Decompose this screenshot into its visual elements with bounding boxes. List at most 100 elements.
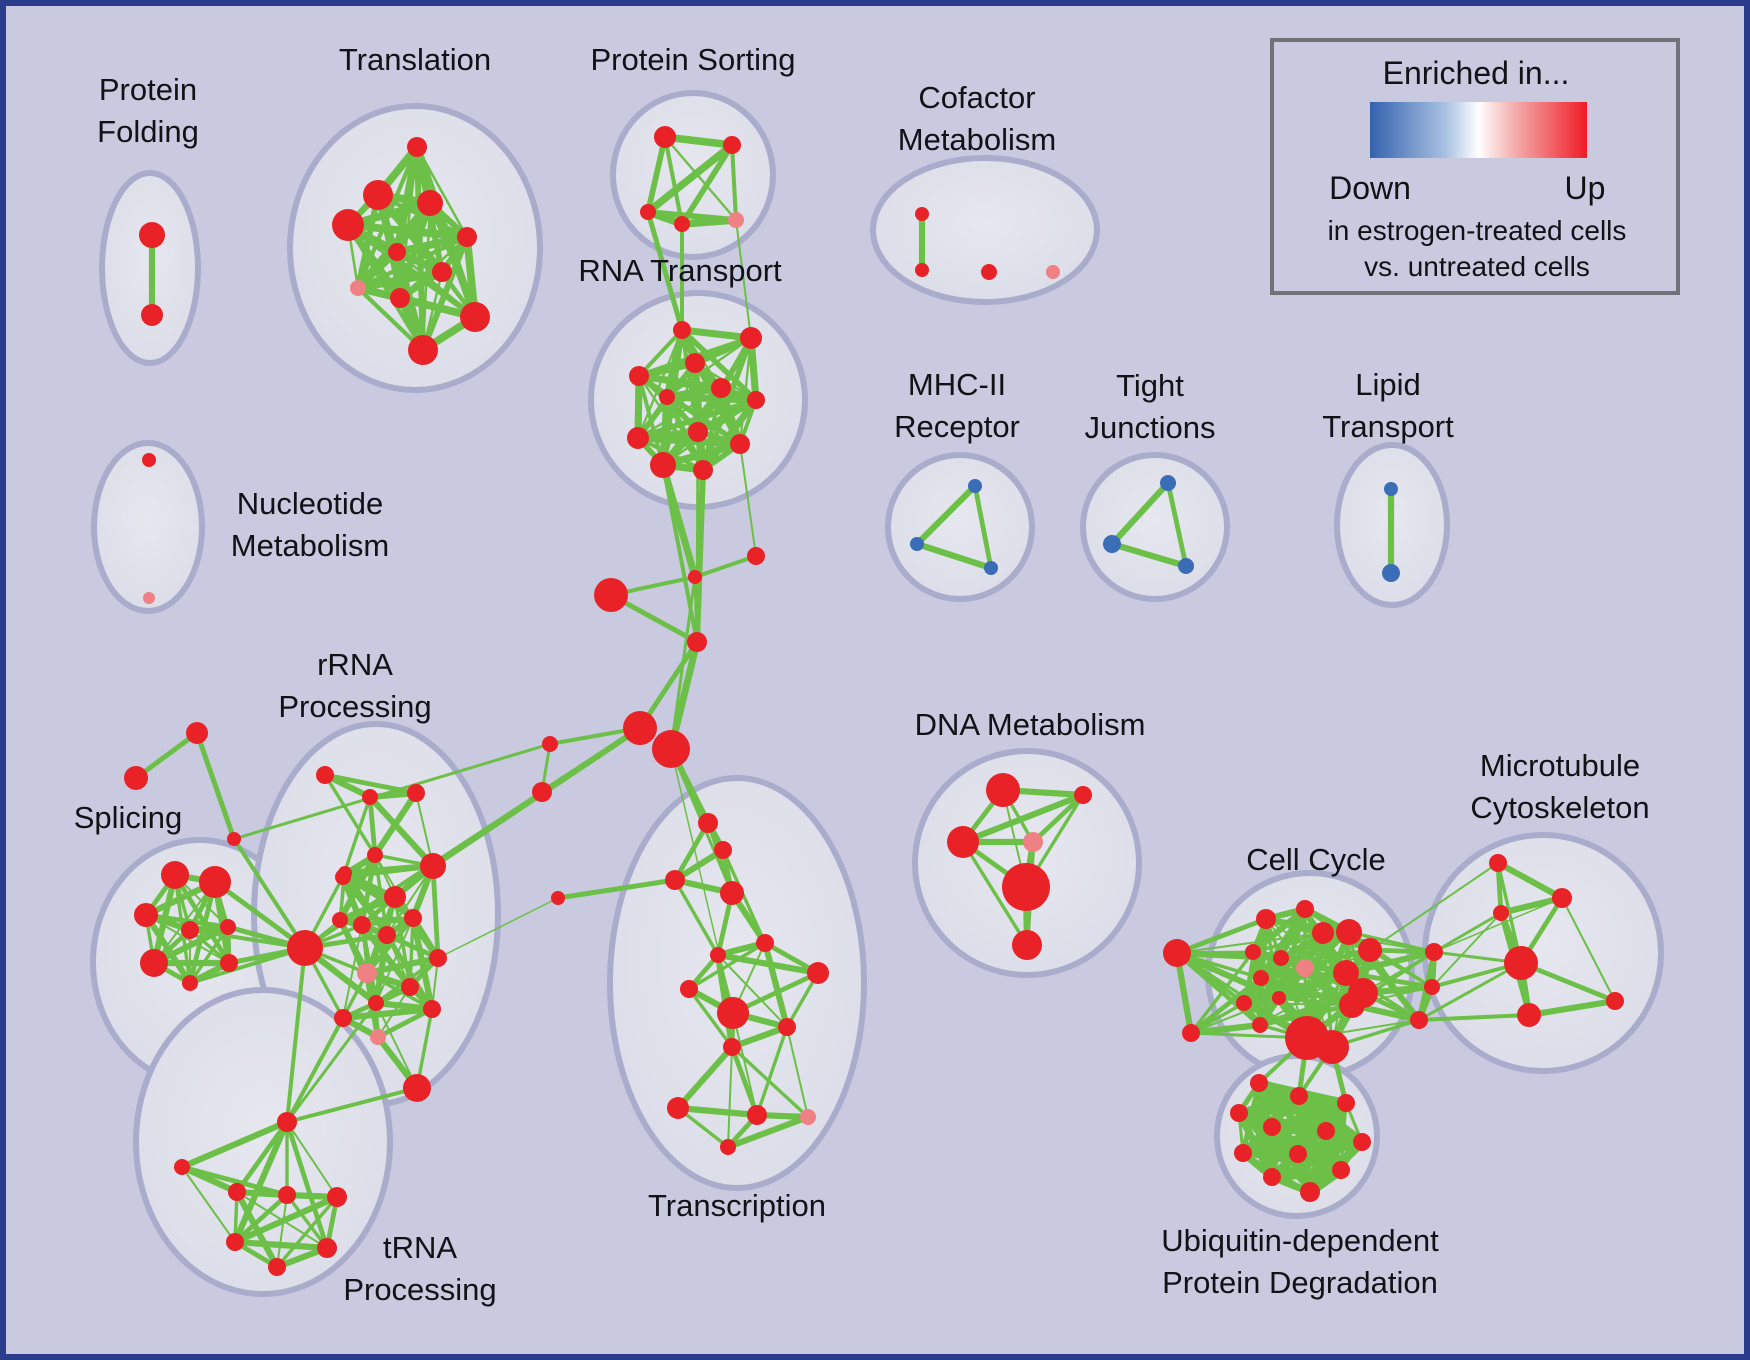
network-node <box>1337 1094 1355 1112</box>
network-node <box>717 997 749 1029</box>
network-node <box>142 453 156 467</box>
network-edge <box>730 1045 810 1119</box>
network-edge <box>1432 911 1503 954</box>
network-node <box>542 736 558 752</box>
network-edge <box>644 141 736 216</box>
cluster-label-protein-sorting: Protein Sorting <box>590 42 795 77</box>
network-node <box>278 1186 296 1204</box>
network-node <box>327 1187 347 1207</box>
network-edge <box>275 1195 339 1269</box>
network-edge <box>133 730 200 781</box>
network-edge <box>755 1025 789 1117</box>
cluster-ellipse-trna-processing <box>133 987 393 1297</box>
network-node <box>143 592 155 604</box>
network-node <box>1552 888 1572 908</box>
network-edge <box>1108 540 1190 570</box>
network-edge <box>961 840 1029 947</box>
network-node <box>654 126 676 148</box>
network-edge <box>678 326 755 342</box>
network-edge <box>437 897 559 959</box>
network-node <box>1424 979 1440 995</box>
network-node <box>667 1097 689 1119</box>
network-edge <box>285 946 307 1124</box>
network-edge <box>645 134 668 215</box>
network-node <box>981 264 997 280</box>
cluster-ellipse-tight-junctions <box>1080 452 1230 602</box>
network-node <box>747 547 765 565</box>
cluster-label-microtubule-cytoskeleton: Microtubule <box>1480 748 1640 783</box>
network-edge <box>375 1002 418 1089</box>
network-node <box>687 632 707 652</box>
network-node <box>984 561 998 575</box>
network-node <box>1332 1161 1350 1179</box>
network-edge <box>662 134 685 227</box>
network-node <box>1315 1030 1349 1064</box>
network-edge <box>665 336 753 399</box>
network-edge <box>1497 894 1566 917</box>
cluster-label-protein-folding: Folding <box>97 114 199 149</box>
cluster-label-trna-processing: Processing <box>343 1272 496 1307</box>
network-edge <box>645 209 685 333</box>
network-edge <box>232 837 307 950</box>
network-node <box>1333 960 1359 986</box>
cluster-label-protein-folding: Protein <box>99 72 197 107</box>
network-node <box>353 916 371 934</box>
network-node <box>161 861 189 889</box>
network-edge <box>395 250 477 319</box>
network-edge <box>661 133 736 149</box>
network-edge <box>687 987 734 1049</box>
network-edge <box>679 142 735 227</box>
cluster-label-rrna-processing: rRNA <box>317 647 393 682</box>
network-edge <box>659 440 744 469</box>
legend-caption-line1: in estrogen-treated cells <box>1328 215 1627 246</box>
network-node <box>134 903 158 927</box>
network-node <box>629 366 649 386</box>
legend-gradient-bar <box>1370 102 1587 158</box>
network-node <box>710 947 726 963</box>
network-edge <box>1342 948 1438 977</box>
network-node <box>1236 995 1252 1011</box>
network-node <box>693 460 713 480</box>
network-node <box>268 1258 286 1276</box>
network-edge <box>1368 948 1434 989</box>
network-node <box>723 1038 741 1056</box>
network-edge <box>724 1113 812 1151</box>
network-node <box>1256 909 1276 929</box>
network-node <box>1178 558 1194 574</box>
network-edge <box>1277 930 1351 1000</box>
network-edge <box>285 971 369 1124</box>
network-node <box>1245 944 1261 960</box>
network-node <box>1317 1122 1335 1140</box>
network-node <box>403 1074 431 1102</box>
network-edge <box>663 393 760 404</box>
network-edge <box>231 1193 341 1246</box>
network-edge <box>345 222 426 353</box>
legend-box: Enriched in... Down Up in estrogen-treat… <box>1270 38 1680 295</box>
network-node <box>141 304 163 326</box>
network-edge <box>323 773 377 857</box>
network-edge <box>913 482 979 548</box>
cluster-label-splicing: Splicing <box>74 800 183 835</box>
network-node <box>401 978 419 996</box>
network-node <box>627 427 649 449</box>
network-edge <box>341 862 437 877</box>
network-node <box>182 975 198 991</box>
network-node <box>1504 946 1538 980</box>
network-edge <box>729 142 739 223</box>
cluster-label-cell-cycle: Cell Cycle <box>1246 842 1386 877</box>
network-node <box>140 949 168 977</box>
network-node <box>332 209 364 241</box>
network-node <box>1002 863 1050 911</box>
network-edge <box>1561 897 1616 1002</box>
cluster-label-translation: Translation <box>339 42 491 77</box>
network-edge <box>1433 897 1563 953</box>
network-edge <box>1257 1002 1355 1028</box>
network-node <box>432 262 452 282</box>
network-node <box>1300 1182 1320 1202</box>
network-edge <box>693 554 758 579</box>
network-edge <box>1165 480 1189 569</box>
network-edge <box>1189 1023 1262 1035</box>
network-node <box>674 216 690 232</box>
network-node <box>685 353 705 373</box>
